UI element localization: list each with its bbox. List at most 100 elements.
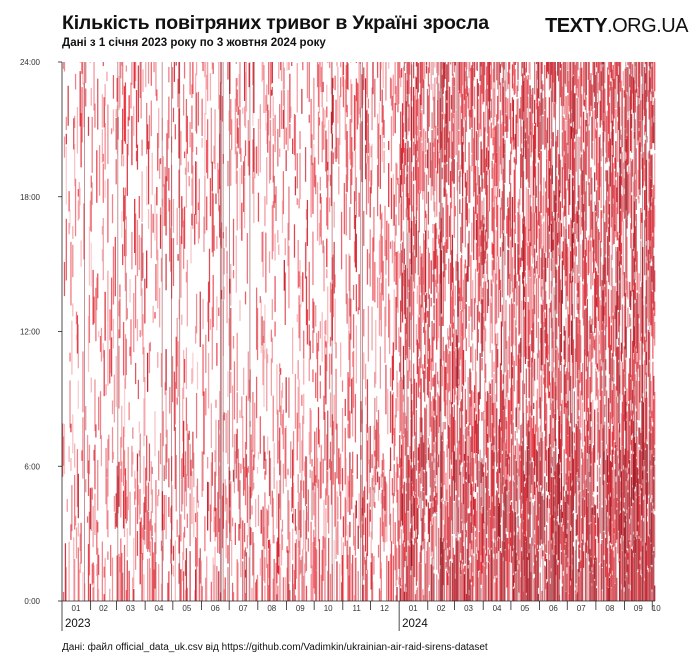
alert-segment [425, 471, 428, 496]
alert-segment [106, 468, 108, 477]
alert-segment [568, 593, 570, 601]
alert-segment [280, 390, 283, 428]
alert-segment [430, 62, 432, 90]
texty-logo[interactable]: TEXTY.ORG.UA [545, 15, 688, 38]
alert-segment [607, 74, 610, 134]
alert-segment [134, 491, 136, 505]
alert-segment [253, 454, 255, 471]
alert-segment [650, 380, 652, 431]
alert-segment [151, 537, 153, 601]
alert-segment [597, 543, 599, 601]
alert-segment [405, 339, 407, 356]
alert-segment [210, 581, 212, 601]
alert-segment [153, 569, 155, 601]
alert-segment [499, 207, 502, 239]
alert-segment [110, 337, 113, 377]
alert-segment [132, 451, 134, 465]
alert-segment [379, 62, 382, 102]
alert-segment [415, 206, 418, 220]
alert-segment [599, 134, 601, 187]
alert-segment [430, 358, 432, 391]
alert-segment [357, 525, 359, 549]
alert-segment [560, 223, 563, 237]
alert-segment [221, 495, 224, 549]
alert-segment [606, 170, 608, 233]
alert-segment [354, 393, 357, 443]
alert-segment [534, 434, 536, 475]
alert-segment [630, 410, 632, 445]
alert-segment [520, 460, 522, 519]
alert-segment [472, 62, 474, 107]
alert-segment [469, 579, 471, 601]
alert-segment [514, 214, 516, 234]
alert-segment [624, 129, 626, 152]
alert-segment [532, 323, 534, 363]
alert-segment [252, 62, 254, 86]
alert-segment [413, 184, 415, 237]
alert-segment [444, 154, 446, 164]
alert-segment [395, 398, 397, 418]
alert-segment [594, 504, 596, 516]
alert-segment [277, 537, 279, 574]
alert-segment [521, 126, 523, 144]
y-tick-label: 24:00 [20, 58, 41, 67]
alert-segment [566, 533, 568, 568]
alert-segment [328, 62, 331, 69]
alert-segment [430, 564, 432, 601]
alert-segment [642, 152, 645, 186]
alert-segment [509, 563, 511, 601]
alert-segment [374, 262, 376, 303]
alert-segment [505, 62, 507, 92]
alert-segment [348, 575, 350, 601]
alert-segment [198, 557, 200, 601]
alert-segment [453, 159, 455, 184]
alert-segment [646, 136, 648, 143]
alert-segment [352, 351, 354, 367]
alert-segment [617, 247, 619, 310]
alert-segment [447, 383, 449, 440]
alert-segment [494, 289, 496, 346]
alert-segment [397, 463, 399, 478]
alert-segment [647, 276, 649, 326]
alert-segment [71, 320, 73, 375]
alert-segment [508, 399, 510, 460]
alert-segment [197, 202, 200, 211]
alert-segment [652, 554, 654, 601]
alert-segment [441, 113, 443, 163]
alert-segment [487, 447, 490, 489]
alert-segment [124, 229, 127, 292]
alert-segment [482, 215, 484, 279]
alert-segment [572, 75, 575, 122]
alert-segment [355, 233, 357, 273]
alert-segment [534, 544, 536, 574]
alert-segment [630, 130, 633, 153]
alert-segment [260, 509, 262, 534]
alert-segment [151, 489, 153, 513]
alert-segment [463, 62, 466, 101]
alert-segment [455, 110, 457, 156]
alert-segment [467, 568, 469, 601]
alert-segment [617, 346, 619, 397]
alert-segment [483, 111, 485, 173]
alert-segment [416, 285, 418, 304]
alert-segment [165, 176, 167, 236]
alert-segment [267, 504, 270, 526]
alert-segment [510, 501, 513, 563]
alert-segment [477, 247, 479, 271]
alert-segment [552, 132, 554, 147]
alert-segment [594, 102, 596, 108]
alert-segment [631, 64, 634, 94]
alert-segment [434, 274, 436, 339]
alert-segment [318, 539, 321, 601]
alert-segment [257, 494, 260, 527]
all-day-alert-line [249, 62, 251, 601]
alert-segment [494, 582, 496, 601]
alert-segment [644, 90, 647, 132]
alert-segment [586, 283, 588, 297]
alert-segment [626, 95, 628, 134]
alert-segment [543, 377, 545, 385]
alert-segment [425, 404, 428, 464]
alert-segment [652, 291, 654, 304]
alert-segment [251, 587, 253, 601]
alert-segment [640, 240, 642, 282]
